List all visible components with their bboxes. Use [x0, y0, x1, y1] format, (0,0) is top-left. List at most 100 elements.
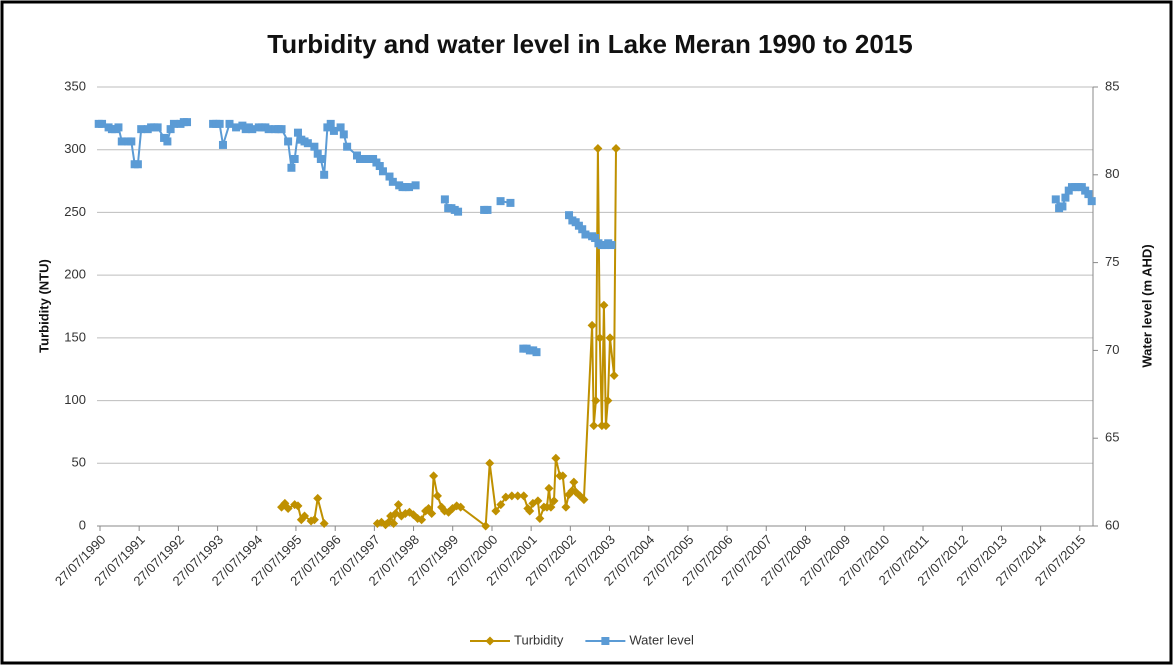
marker — [264, 125, 273, 134]
marker — [578, 225, 587, 234]
marker — [506, 198, 515, 207]
y-tick-label: 300 — [64, 141, 86, 156]
marker — [319, 518, 329, 528]
marker — [485, 458, 495, 468]
marker — [329, 126, 338, 135]
y-tick-label: 0 — [79, 517, 86, 532]
marker — [326, 119, 335, 128]
marker — [215, 119, 224, 128]
marker — [293, 128, 302, 137]
marker — [133, 160, 142, 169]
marker — [153, 123, 162, 132]
y-tick-label: 200 — [64, 267, 86, 282]
marker — [496, 197, 505, 206]
marker — [601, 421, 611, 431]
marker — [313, 493, 323, 503]
marker — [605, 333, 615, 343]
legend-label: Water level — [629, 632, 694, 647]
legend-item: Turbidity — [470, 632, 564, 647]
marker — [98, 119, 107, 128]
marker — [440, 195, 449, 204]
y-tick-label: 50 — [72, 455, 86, 470]
marker — [429, 471, 439, 481]
marker — [303, 139, 312, 148]
y2-tick-label: 70 — [1105, 342, 1119, 357]
marker — [309, 515, 319, 525]
marker — [569, 477, 579, 487]
marker — [501, 492, 511, 502]
marker — [432, 491, 442, 501]
marker — [114, 123, 123, 132]
marker — [248, 125, 257, 134]
marker — [293, 501, 303, 511]
y2-tick-label: 80 — [1105, 166, 1119, 181]
marker — [481, 521, 491, 531]
legend-marker — [601, 637, 610, 645]
marker — [535, 513, 545, 523]
marker — [183, 118, 192, 127]
marker — [1087, 197, 1096, 206]
marker — [587, 320, 597, 330]
y2-tick-label: 65 — [1105, 430, 1119, 445]
marker — [595, 333, 605, 343]
marker — [320, 170, 329, 179]
marker — [533, 496, 543, 506]
marker — [603, 396, 613, 406]
marker — [389, 518, 399, 528]
y2-tick-label: 85 — [1105, 78, 1119, 93]
marker — [316, 154, 325, 163]
y2-axis-title: Water level (m AHD) — [1139, 244, 1154, 367]
marker — [166, 125, 175, 134]
marker — [385, 172, 394, 181]
marker — [277, 125, 286, 134]
marker — [127, 137, 136, 146]
marker — [300, 511, 310, 521]
marker — [137, 125, 146, 134]
marker — [1051, 195, 1060, 204]
marker — [1058, 202, 1067, 211]
y-tick-label: 250 — [64, 204, 86, 219]
marker — [454, 207, 463, 216]
marker — [310, 142, 319, 151]
marker — [551, 453, 561, 463]
marker — [525, 506, 535, 516]
marker — [386, 511, 396, 521]
marker — [411, 181, 420, 190]
legend-marker — [485, 636, 495, 646]
marker — [343, 142, 352, 151]
legend-item: Water level — [585, 632, 694, 647]
marker — [558, 471, 568, 481]
marker — [284, 137, 293, 146]
marker — [313, 149, 322, 158]
marker — [1084, 190, 1093, 199]
marker — [456, 502, 466, 512]
marker — [232, 123, 241, 132]
marker — [290, 154, 299, 163]
marker — [117, 137, 126, 146]
marker — [225, 119, 234, 128]
marker — [496, 500, 506, 510]
marker — [546, 502, 556, 512]
marker — [549, 496, 559, 506]
marker — [339, 130, 348, 139]
marker — [532, 348, 541, 357]
marker — [513, 491, 523, 501]
marker — [519, 491, 529, 501]
marker — [611, 143, 621, 153]
marker — [589, 421, 599, 431]
marker — [565, 211, 574, 220]
marker — [393, 500, 403, 510]
marker — [491, 506, 501, 516]
marker — [507, 491, 517, 501]
marker — [375, 162, 384, 171]
marker — [283, 503, 293, 513]
marker — [388, 177, 397, 186]
marker — [544, 483, 554, 493]
marker — [378, 167, 387, 176]
marker — [427, 508, 437, 518]
y-tick-label: 100 — [64, 392, 86, 407]
y2-tick-label: 75 — [1105, 254, 1119, 269]
marker — [287, 163, 296, 172]
